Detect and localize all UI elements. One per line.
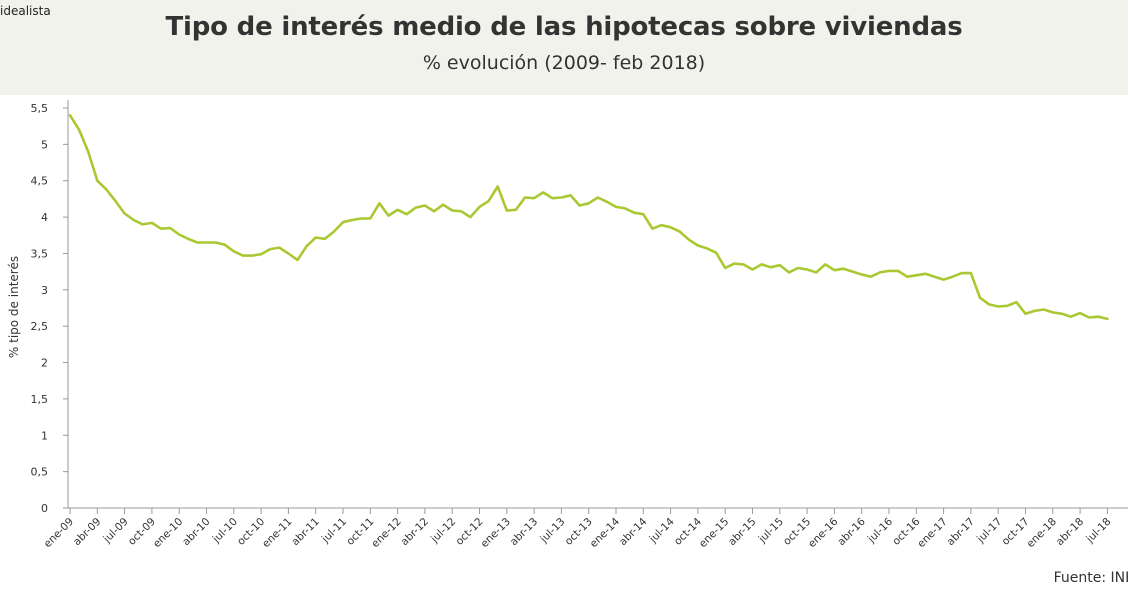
x-tick-label: jul-10: [210, 516, 240, 546]
x-tick-label: abr-16: [835, 515, 868, 548]
x-tick-label: abr-17: [945, 516, 977, 548]
x-tick-label: jul-18: [1083, 516, 1113, 546]
y-tick-label: 0: [41, 502, 48, 515]
x-tick-label: abr-14: [617, 515, 650, 548]
x-tick-label: jul-09: [101, 516, 131, 546]
x-tick-label: jul-12: [428, 516, 458, 546]
y-tick-label: 3,5: [31, 247, 49, 260]
chart-subtitle: % evolución (2009- feb 2018): [422, 52, 706, 74]
x-tick-label: abr-09: [71, 516, 103, 548]
chart-title: Tipo de interés medio de las hipotecas s…: [165, 12, 963, 42]
x-tick-label: ene-10: [151, 516, 185, 550]
y-tick-label: 3: [41, 284, 48, 297]
y-axis-ticks: 0 0,5 1 1,5 2 2,5 3 3,5 4 4,5 5 5,5: [31, 102, 68, 515]
y-axis-label: % tipo de interés: [7, 256, 21, 358]
x-tick-label: jul-13: [537, 516, 567, 546]
x-tick-label: ene-15: [697, 516, 731, 550]
y-tick-label: 4: [41, 211, 48, 224]
x-tick-label: ene-13: [478, 516, 512, 550]
x-tick-label: ene-11: [260, 516, 294, 550]
y-tick-label: 0,5: [31, 466, 49, 479]
series-layer: [68, 114, 1109, 321]
x-tick-label: abr-12: [399, 516, 431, 548]
y-tick-label: 5: [41, 138, 48, 151]
x-tick-label: abr-10: [180, 516, 212, 548]
x-tick-label: ene-14: [588, 515, 623, 550]
y-tick-label: 1: [41, 429, 48, 442]
x-tick-label: jul-15: [756, 516, 786, 546]
x-tick-label: abr-11: [289, 516, 321, 548]
x-tick-label: ene-12: [369, 516, 403, 550]
x-tick-label: ene-09: [42, 516, 76, 550]
chart-header: idealista Tipo de interés medio de las h…: [0, 0, 1128, 95]
x-tick-label: jul-17: [974, 516, 1004, 546]
y-tick-label: 4,5: [31, 175, 49, 188]
y-tick-label: 5,5: [31, 102, 49, 115]
x-tick-label: jul-16: [865, 515, 895, 545]
x-tick-label: ene-18: [1024, 516, 1058, 550]
x-tick-label: ene-16: [806, 515, 841, 550]
y-tick-label: 1,5: [31, 393, 49, 406]
x-tick-label: abr-13: [508, 516, 540, 548]
chart-axes: [67, 100, 1128, 509]
x-tick-label: ene-17: [915, 516, 949, 550]
x-tick-label: jul-11: [319, 516, 349, 546]
x-tick-label: abr-15: [726, 516, 758, 548]
brand-logo-text: idealista: [0, 4, 51, 18]
x-tick-label: abr-18: [1054, 516, 1086, 548]
source-note: Fuente: INE: [1053, 570, 1128, 586]
y-tick-label: 2: [41, 357, 48, 370]
x-tick-label: jul-14: [647, 515, 677, 545]
series-line-interest-rate: [68, 114, 1109, 321]
y-tick-label: 2,5: [31, 320, 49, 333]
x-axis-ticks: ene-09abr-09jul-09oct-09ene-10abr-10jul-…: [42, 508, 1114, 550]
